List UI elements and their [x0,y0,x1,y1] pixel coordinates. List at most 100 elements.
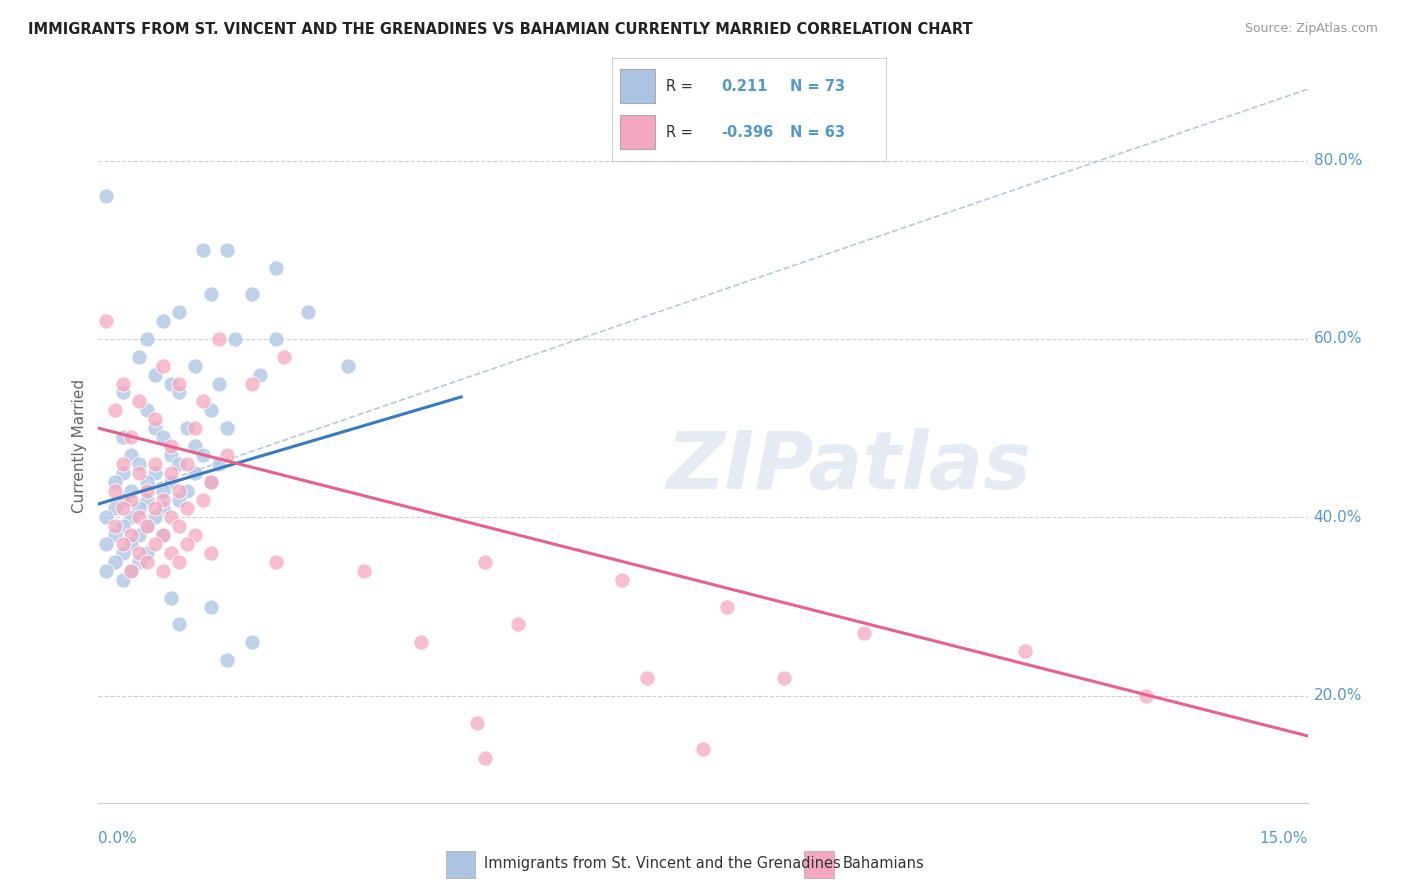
Point [152,528,174,542]
Point [772,671,794,685]
Text: 20.0%: 20.0% [1313,689,1362,703]
Point [120,528,142,542]
Point [337,359,360,373]
Point [128,546,150,560]
Point [176,537,198,551]
Point [465,715,488,730]
Point [120,430,142,444]
Point [96,189,118,203]
Point [184,439,207,453]
Point [176,421,198,435]
Text: ZIPatlas: ZIPatlas [665,428,1031,507]
Point [612,573,634,587]
Point [111,501,134,516]
Point [143,537,166,551]
Text: -0.396: -0.396 [721,125,773,140]
Point [217,448,239,462]
Point [167,376,190,391]
Point [96,510,118,524]
Point [135,492,157,507]
Point [474,555,496,569]
Point [184,466,207,480]
Point [176,501,198,516]
Point [200,403,222,417]
FancyBboxPatch shape [804,851,834,878]
Point [716,599,738,614]
Point [193,492,215,507]
Point [152,359,174,373]
Text: N = 63: N = 63 [790,125,845,140]
Point [273,350,295,364]
Point [200,475,222,489]
Point [160,475,183,489]
Point [111,376,134,391]
Point [167,519,190,533]
Point [152,314,174,328]
Point [200,599,222,614]
Point [103,483,125,498]
Point [264,332,287,346]
Point [167,385,190,400]
Point [103,501,125,516]
Point [111,457,134,471]
Point [200,287,222,301]
Text: R =: R = [666,78,693,94]
Text: N = 73: N = 73 [790,78,845,94]
Text: Source: ZipAtlas.com: Source: ZipAtlas.com [1244,22,1378,36]
Point [128,466,150,480]
Point [143,457,166,471]
Point [474,751,496,765]
Point [160,591,183,605]
Point [103,519,125,533]
Point [120,483,142,498]
Point [160,510,183,524]
Point [128,350,150,364]
Point [193,243,215,257]
Point [103,475,125,489]
Point [135,546,157,560]
Point [135,475,157,489]
Point [1135,689,1157,703]
Text: 60.0%: 60.0% [1313,332,1362,346]
Point [103,403,125,417]
Point [193,448,215,462]
Point [152,483,174,498]
Point [96,564,118,578]
Text: 0.0%: 0.0% [98,831,138,847]
Point [176,457,198,471]
Point [636,671,658,685]
Point [167,555,190,569]
Y-axis label: Currently Married: Currently Married [72,379,87,513]
Point [103,528,125,542]
Point [135,519,157,533]
FancyBboxPatch shape [620,115,655,149]
Text: 0.211: 0.211 [721,78,768,94]
FancyBboxPatch shape [620,70,655,103]
Point [240,376,263,391]
Point [264,555,287,569]
Point [224,332,246,346]
Point [135,483,157,498]
Point [111,537,134,551]
Point [184,421,207,435]
Point [409,635,432,649]
Point [200,546,222,560]
Point [143,466,166,480]
Text: Bahamians: Bahamians [842,855,924,871]
Point [152,564,174,578]
Point [143,501,166,516]
Point [853,626,876,640]
Point [111,573,134,587]
Point [143,510,166,524]
Point [208,457,231,471]
Point [167,492,190,507]
Point [160,448,183,462]
Point [160,546,183,560]
Point [264,260,287,275]
Point [217,653,239,667]
Point [111,385,134,400]
Point [128,510,150,524]
Point [128,528,150,542]
Point [160,466,183,480]
Point [167,457,190,471]
